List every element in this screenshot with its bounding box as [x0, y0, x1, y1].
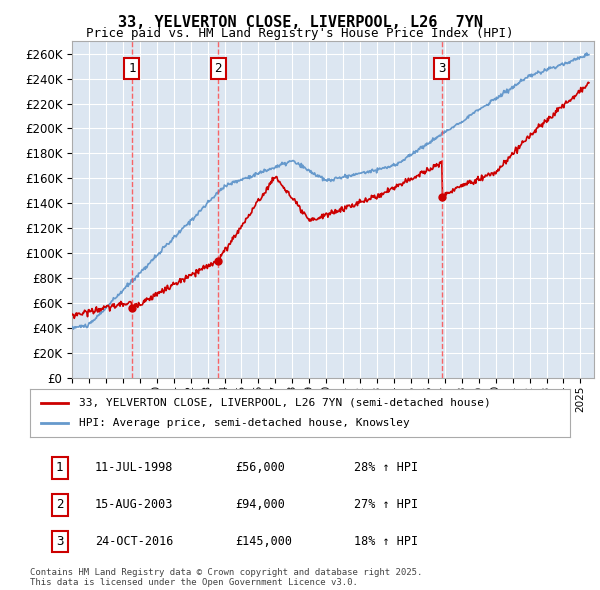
Text: 2: 2 [214, 62, 222, 75]
Text: Contains HM Land Registry data © Crown copyright and database right 2025.
This d: Contains HM Land Registry data © Crown c… [30, 568, 422, 587]
Text: 11-JUL-1998: 11-JUL-1998 [95, 461, 173, 474]
Text: 24-OCT-2016: 24-OCT-2016 [95, 535, 173, 548]
Text: £94,000: £94,000 [235, 499, 285, 512]
Text: 15-AUG-2003: 15-AUG-2003 [95, 499, 173, 512]
Text: 3: 3 [56, 535, 64, 548]
Text: 28% ↑ HPI: 28% ↑ HPI [354, 461, 418, 474]
Text: Price paid vs. HM Land Registry's House Price Index (HPI): Price paid vs. HM Land Registry's House … [86, 27, 514, 40]
Text: 33, YELVERTON CLOSE, LIVERPOOL, L26  7YN: 33, YELVERTON CLOSE, LIVERPOOL, L26 7YN [118, 15, 482, 30]
Text: 1: 1 [56, 461, 64, 474]
Text: £56,000: £56,000 [235, 461, 285, 474]
Text: 27% ↑ HPI: 27% ↑ HPI [354, 499, 418, 512]
Text: 3: 3 [438, 62, 446, 75]
Text: 33, YELVERTON CLOSE, LIVERPOOL, L26 7YN (semi-detached house): 33, YELVERTON CLOSE, LIVERPOOL, L26 7YN … [79, 398, 490, 408]
Text: £145,000: £145,000 [235, 535, 292, 548]
Text: 18% ↑ HPI: 18% ↑ HPI [354, 535, 418, 548]
Text: 1: 1 [128, 62, 136, 75]
Text: 2: 2 [56, 499, 64, 512]
Text: HPI: Average price, semi-detached house, Knowsley: HPI: Average price, semi-detached house,… [79, 418, 409, 428]
